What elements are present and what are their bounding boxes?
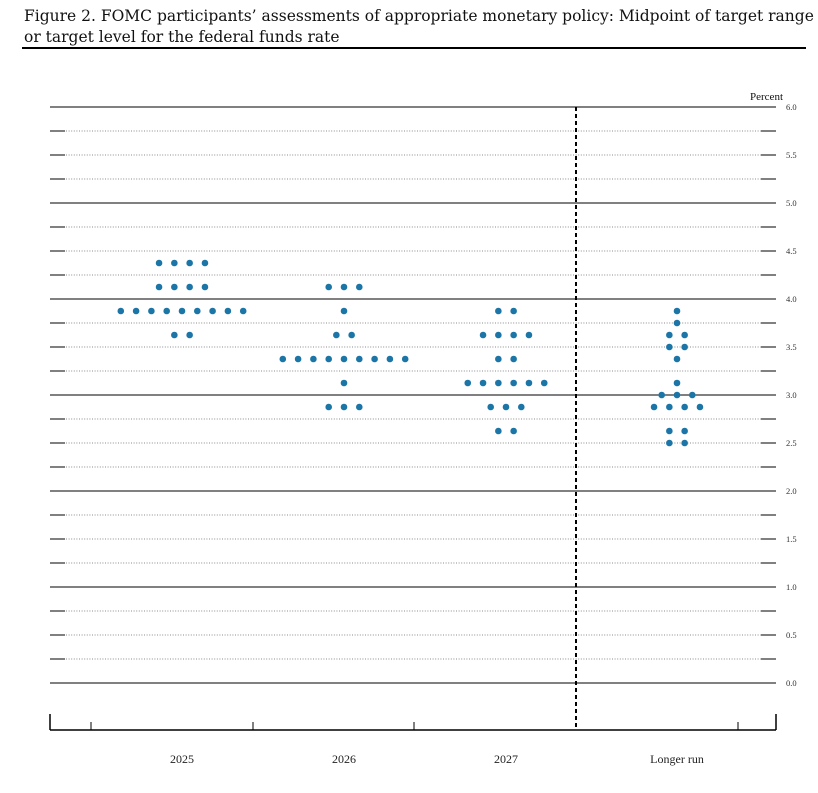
participant-dot bbox=[525, 331, 533, 339]
y-tick-label: 4.5 bbox=[786, 246, 797, 256]
participant-dot bbox=[171, 283, 178, 291]
participant-dot bbox=[371, 355, 378, 363]
participant-dot bbox=[510, 307, 517, 315]
participant-dot bbox=[479, 379, 487, 387]
participant-dot bbox=[348, 331, 355, 339]
y-tick-label: 1.5 bbox=[786, 534, 797, 544]
participant-dot bbox=[356, 403, 363, 411]
participant-dot bbox=[495, 307, 502, 315]
y-tick-label: 0.5 bbox=[786, 630, 797, 640]
participant-dot bbox=[401, 355, 409, 363]
participant-dot bbox=[163, 307, 170, 315]
participant-dot bbox=[510, 379, 517, 387]
participant-dot bbox=[194, 307, 201, 315]
participant-dot bbox=[673, 355, 681, 363]
y-tick-label: 3.0 bbox=[786, 390, 797, 400]
participant-dot bbox=[178, 307, 186, 315]
participant-dot bbox=[673, 391, 681, 399]
participant-dot bbox=[673, 307, 681, 315]
participant-dot bbox=[518, 403, 525, 411]
participant-dot bbox=[658, 391, 665, 399]
participant-dot bbox=[681, 439, 688, 447]
participant-dot bbox=[186, 331, 193, 339]
participant-dot bbox=[495, 331, 502, 339]
title-rule bbox=[22, 47, 806, 49]
participant-dot bbox=[117, 307, 125, 315]
participant-dot bbox=[510, 427, 517, 435]
participant-dot bbox=[666, 331, 673, 339]
participant-dot bbox=[356, 283, 363, 291]
participant-dot bbox=[673, 319, 681, 327]
participant-dot bbox=[666, 427, 673, 435]
participant-dot bbox=[325, 283, 333, 291]
participant-dot bbox=[155, 283, 163, 291]
x-category-label: 2025 bbox=[170, 752, 194, 766]
participant-dot bbox=[681, 343, 688, 351]
participant-dot bbox=[540, 379, 548, 387]
participant-dot bbox=[201, 283, 209, 291]
y-tick-label: 6.0 bbox=[786, 102, 797, 112]
participant-dot bbox=[132, 307, 140, 315]
participant-dot bbox=[340, 283, 348, 291]
y-tick-label: 2.0 bbox=[786, 486, 797, 496]
participant-dot bbox=[294, 355, 302, 363]
participant-dot bbox=[666, 343, 673, 351]
participant-dot bbox=[696, 403, 704, 411]
participant-dot bbox=[148, 307, 155, 315]
x-category-label: 2026 bbox=[332, 752, 356, 766]
participant-dot bbox=[525, 379, 533, 387]
participant-dot bbox=[209, 307, 216, 315]
participant-dot bbox=[310, 355, 317, 363]
participant-dot bbox=[666, 403, 673, 411]
participant-dot bbox=[340, 403, 348, 411]
y-tick-label: 1.0 bbox=[786, 582, 797, 592]
participant-dot bbox=[186, 259, 193, 267]
participant-dot bbox=[681, 403, 688, 411]
participant-dot bbox=[502, 403, 510, 411]
participant-dot bbox=[171, 331, 178, 339]
participant-dot bbox=[464, 379, 472, 387]
y-tick-label: 2.5 bbox=[786, 438, 797, 448]
y-tick-label: 0.0 bbox=[786, 678, 797, 688]
y-tick-label: 5.0 bbox=[786, 198, 797, 208]
participant-dot bbox=[495, 379, 502, 387]
participant-dot bbox=[155, 259, 163, 267]
participant-dot bbox=[186, 283, 193, 291]
participant-dot bbox=[239, 307, 247, 315]
participant-dot bbox=[325, 355, 333, 363]
y-tick-label: 4.0 bbox=[786, 294, 797, 304]
participant-dot bbox=[650, 403, 658, 411]
y-tick-label: 3.5 bbox=[786, 342, 797, 352]
y-tick-label: 5.5 bbox=[786, 150, 797, 160]
x-category-label: 2027 bbox=[494, 752, 518, 766]
participant-dot bbox=[479, 331, 487, 339]
x-category-label: Longer run bbox=[650, 752, 704, 766]
participant-dot bbox=[487, 403, 495, 411]
participant-dot bbox=[171, 259, 178, 267]
participant-dot bbox=[340, 379, 348, 387]
participant-dot bbox=[325, 403, 333, 411]
participant-dot bbox=[224, 307, 232, 315]
participant-dot bbox=[681, 427, 688, 435]
participant-dot bbox=[333, 331, 340, 339]
participant-dot bbox=[510, 355, 517, 363]
participant-dot bbox=[340, 355, 348, 363]
participant-dot bbox=[495, 427, 502, 435]
participant-dot bbox=[279, 355, 287, 363]
participant-dot bbox=[340, 307, 348, 315]
participant-dot bbox=[673, 379, 681, 387]
y-unit-label: Percent bbox=[750, 91, 783, 103]
participant-dot bbox=[510, 331, 517, 339]
participant-dot bbox=[386, 355, 394, 363]
figure-title: Figure 2. FOMC participants’ assessments… bbox=[24, 7, 814, 46]
participant-dot bbox=[681, 331, 688, 339]
participant-dot bbox=[495, 355, 502, 363]
participant-dot bbox=[689, 391, 696, 399]
participant-dot bbox=[201, 259, 209, 267]
participant-dot bbox=[356, 355, 363, 363]
participant-dot bbox=[666, 439, 673, 447]
